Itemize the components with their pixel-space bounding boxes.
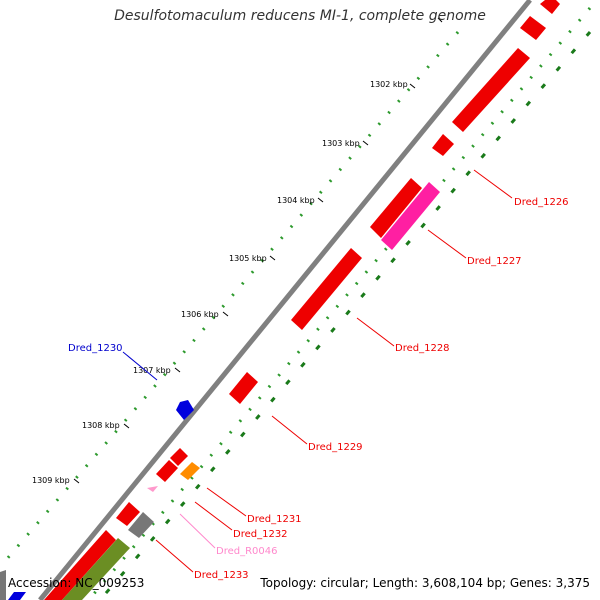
gene-label-dred-1226: Dred_1226 xyxy=(514,197,569,208)
tick-label: 1305 kbp xyxy=(229,254,267,263)
gene-label-dred-1232: Dred_1232 xyxy=(233,529,288,540)
accession-text: Accession: NC_009253 xyxy=(8,576,145,590)
gene-arrow xyxy=(452,48,530,132)
tick-label: 1303 kbp xyxy=(322,139,360,148)
inner-dashed-track-2 xyxy=(98,31,592,600)
gene-arrow-dred-1227 xyxy=(381,182,440,250)
gene-arrow-dred-1229 xyxy=(229,372,258,404)
tick-label: 1304 kbp xyxy=(277,196,315,205)
tick-marks-small xyxy=(73,83,416,484)
gene-label-dred-1229: Dred_1229 xyxy=(308,442,363,453)
tick-labels: 1302 kbp 1303 kbp 1304 kbp 1305 kbp 1306… xyxy=(32,80,408,485)
genome-backbone xyxy=(38,0,532,600)
gene-label-dred-1230: Dred_1230 xyxy=(68,343,123,354)
gene-features xyxy=(0,0,560,600)
gene-arrow xyxy=(520,16,546,40)
tick-marks xyxy=(437,17,443,23)
gene-arrow-dred-1231 xyxy=(156,460,178,482)
map-title: Desulfotomaculum reducens MI-1, complete… xyxy=(114,8,486,24)
gene-arrow-blue xyxy=(8,592,26,600)
tick-label: 1308 kbp xyxy=(82,421,120,430)
gene-arrow-gray xyxy=(128,512,154,538)
tick-label: 1306 kbp xyxy=(181,310,219,319)
gene-label-dred-1227: Dred_1227 xyxy=(467,256,522,267)
gene-label-dred-r0046: Dred_R0046 xyxy=(216,546,278,557)
tick-label: 1302 kbp xyxy=(370,80,408,89)
gene-arrow xyxy=(432,134,454,156)
gene-label-dred-1233: Dred_1233 xyxy=(194,570,249,581)
gene-arrow xyxy=(44,530,116,600)
tick-label: 1309 kbp xyxy=(32,476,70,485)
gene-arrow xyxy=(540,0,560,14)
gene-arrow-dred-1226 xyxy=(370,178,422,238)
outer-dotted-track xyxy=(4,31,460,561)
gene-arrow-dred-1228 xyxy=(291,248,362,330)
inner-dotted-track-1 xyxy=(90,7,592,597)
gene-label-dred-1231: Dred_1231 xyxy=(247,514,302,525)
gene-label-dred-1228: Dred_1228 xyxy=(395,343,450,354)
gene-arrow-dred-r0046 xyxy=(147,486,158,492)
tick-label: 1307 kbp xyxy=(133,366,171,375)
gene-arrow-olive xyxy=(62,538,130,600)
gene-arrow-dred-1233 xyxy=(116,502,140,526)
gene-arrow-dred-1232 xyxy=(170,448,188,466)
gene-leaders xyxy=(122,169,513,573)
gene-arrow-orange xyxy=(180,462,200,480)
gene-arrow-dred-1230 xyxy=(176,400,194,420)
genome-summary-text: Topology: circular; Length: 3,608,104 bp… xyxy=(260,576,590,590)
gene-arrow-gray-corner xyxy=(0,570,6,600)
gene-labels: Dred_1226 Dred_1227 Dred_1228 Dred_1229 … xyxy=(68,197,569,581)
